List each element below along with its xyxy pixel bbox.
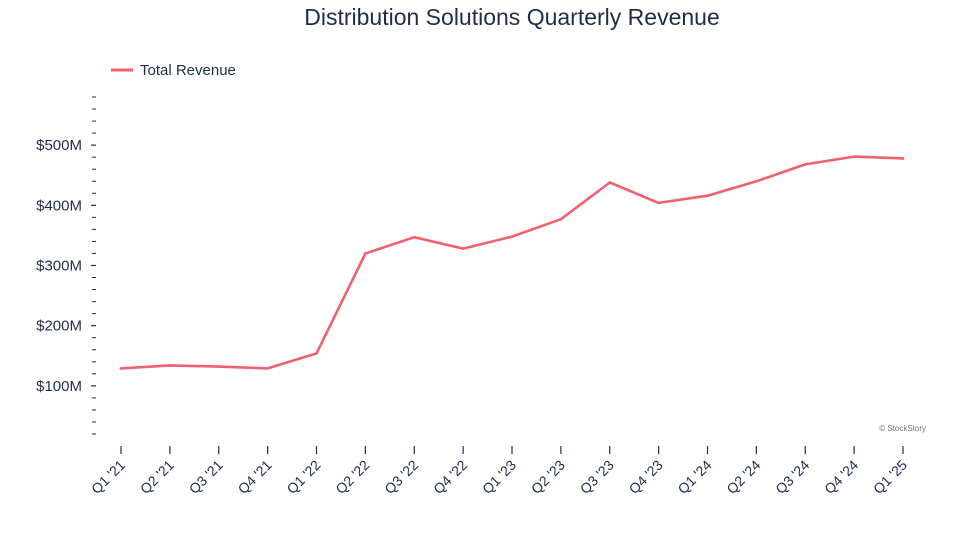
data-point [901, 157, 905, 160]
data-point [412, 235, 416, 239]
data-point [461, 247, 465, 250]
x-tick-label: Q1 '24 [674, 457, 714, 497]
x-tick-label: Q1 '23 [479, 457, 519, 497]
legend: Total Revenue [111, 62, 236, 79]
x-axis: Q1 '21 Q2 '21 Q3 '21 Q4 '21 Q1 '22 Q2 '22 Q3 '… [88, 446, 910, 497]
data-point [119, 367, 123, 370]
y-tick-label: $500M [36, 137, 82, 154]
data-point [852, 155, 856, 158]
data-point [510, 235, 514, 238]
credit-text: © StockStory [879, 424, 926, 433]
x-tick-label: Q4 '22 [430, 457, 470, 497]
x-tick-label: Q3 '21 [186, 457, 226, 497]
series-layer [119, 155, 905, 370]
x-tick-label: Q3 '24 [772, 457, 812, 497]
y-tick-label: $200M [36, 318, 82, 335]
data-point [266, 367, 269, 370]
x-tick-label: Q1 '21 [88, 457, 128, 497]
series-line-total-revenue [119, 155, 905, 370]
x-tick-label: Q3 '23 [577, 457, 617, 497]
chart-title: Distribution Solutions Quarterly Revenue [304, 4, 719, 30]
y-tick-label: $300M [36, 258, 82, 275]
x-tick-label: Q2 '21 [137, 457, 177, 497]
data-point [608, 181, 612, 184]
data-point [755, 179, 758, 183]
data-point [168, 364, 172, 367]
data-point [364, 252, 367, 255]
x-tick-label: Q2 '22 [332, 457, 372, 497]
y-axis: $100M $200M $300M $400M $500M [36, 96, 96, 435]
x-tick-label: Q2 '24 [723, 457, 763, 497]
x-tick-label: Q1 '22 [283, 457, 323, 497]
data-point [217, 365, 221, 368]
legend-label-total-revenue: Total Revenue [140, 62, 236, 79]
data-point [315, 352, 318, 355]
x-tick-label: Q3 '22 [381, 457, 421, 497]
x-tick-label: Q1 '25 [870, 457, 910, 497]
y-tick-label: $400M [36, 197, 82, 214]
y-tick-label: $100M [36, 378, 82, 395]
data-point [803, 163, 807, 166]
data-point [706, 194, 709, 197]
data-point [657, 201, 660, 205]
x-tick-label: Q4 '24 [821, 457, 861, 497]
x-tick-label: Q4 '23 [626, 457, 666, 497]
x-tick-label: Q2 '23 [528, 457, 568, 497]
x-tick-label: Q4 '21 [235, 457, 275, 497]
data-point [559, 217, 563, 221]
